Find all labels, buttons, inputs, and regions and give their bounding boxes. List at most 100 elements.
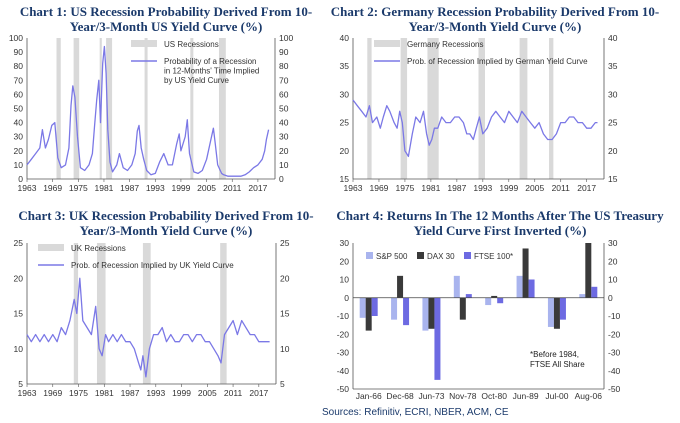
- chart1-ytick-left: 10: [14, 160, 24, 170]
- chart3-ytick-right: 20: [280, 273, 290, 283]
- chart3-recession-band: [73, 243, 79, 384]
- chart4-legend-label: FTSE 100*: [474, 252, 513, 261]
- chart2-ytick-left: 35: [340, 61, 350, 71]
- chart3-xtick-label: 1987: [121, 388, 140, 398]
- chart1-ytick-right: 60: [279, 89, 289, 99]
- chart1-legend-series-line: Probability of a Recession: [164, 57, 257, 66]
- chart4-ytick-right: 20: [608, 256, 618, 266]
- chart2-ytick-left: 40: [340, 33, 350, 43]
- chart1-ytick-right: 80: [279, 61, 289, 71]
- chart4-ytick-right: -50: [608, 384, 621, 394]
- chart4-bar-ftse-100-: [559, 297, 566, 320]
- chart3-ytick-left: 25: [14, 238, 24, 248]
- chart3-legend-series-label: Prob. of Recession Implied by UK Yield C…: [71, 261, 234, 270]
- chart2-ytick-right: 40: [608, 33, 618, 43]
- chart4-bar-s-p-500: [391, 297, 398, 320]
- chart4-ytick-left: 20: [340, 256, 350, 266]
- chart3-xtick-label: 2005: [198, 388, 217, 398]
- chart3-ytick-right: 10: [280, 344, 290, 354]
- chart4-legend-label: S&P 500: [376, 252, 408, 261]
- chart2-recession-band: [427, 38, 439, 179]
- chart4-category-label: Aug-06: [575, 391, 603, 401]
- chart1-xtick-label: 2005: [197, 183, 216, 193]
- chart1-ytick-right: 90: [279, 47, 289, 57]
- chart2-ytick-right: 20: [608, 146, 618, 156]
- chart1-xtick-label: 1963: [18, 183, 37, 193]
- chart1-ytick-left: 80: [14, 61, 24, 71]
- chart4-category-label: Jul-00: [545, 391, 568, 401]
- chart2-legend-series-line: Prob. of Recession Implied by German Yie…: [407, 57, 588, 66]
- chart4-bar-ftse-100-: [403, 297, 410, 326]
- chart3-xtick-label: 1993: [146, 388, 165, 398]
- chart3-ytick-left: 10: [14, 344, 24, 354]
- chart1-recession-band: [56, 38, 61, 179]
- chart3-ytick-left: 5: [18, 379, 23, 389]
- chart1-xtick-label: 1981: [95, 183, 114, 193]
- chart3-xtick-label: 1999: [172, 388, 191, 398]
- chart4-ytick-left: 0: [344, 293, 349, 303]
- chart4-ytick-left: -50: [337, 384, 350, 394]
- chart3-xtick-label: 1963: [18, 388, 37, 398]
- chart1-legend-series-label: Probability of a Recession in 12-Months' …: [164, 57, 259, 85]
- chart4-ytick-left: -10: [337, 311, 350, 321]
- chart2-recession-band: [549, 38, 554, 179]
- chart2-xtick-label: 1981: [421, 183, 440, 193]
- chart1-ytick-right: 70: [279, 75, 289, 85]
- chart4-bar-dax-30: [491, 295, 498, 298]
- chart3-legend-series-line: Prob. of Recession Implied by UK Yield C…: [71, 261, 234, 270]
- chart1-ytick-left: 30: [14, 132, 24, 142]
- chart2-xtick-label: 2005: [525, 183, 544, 193]
- chart4-ytick-left: -30: [337, 348, 350, 358]
- chart3-ytick-right: 25: [280, 238, 290, 248]
- chart1-ytick-right: 30: [279, 132, 289, 142]
- chart3-recession-band: [220, 243, 227, 384]
- chart2-series-line: [352, 99, 598, 158]
- chart2-xtick-label: 1993: [473, 183, 492, 193]
- chart4-bar-ftse-100-: [434, 297, 441, 380]
- chart3-ytick-left: 20: [14, 273, 24, 283]
- chart3-xtick-label: 2011: [224, 388, 243, 398]
- chart1-recession-band: [106, 38, 113, 179]
- chart4-bar-ftse-100-: [591, 286, 598, 298]
- chart4-note-line2: FTSE All Share: [530, 360, 585, 369]
- chart1-ytick-left: 0: [18, 174, 23, 184]
- chart4-legend-swatch: [366, 252, 373, 259]
- chart4-bar-ftse-100-: [465, 294, 472, 298]
- chart4-ytick-right: -10: [608, 311, 621, 321]
- chart3-series-line: [26, 277, 270, 378]
- chart2-title: Chart 2: Germany Recession Probability D…: [330, 4, 660, 34]
- chart4-bar-s-p-500: [579, 294, 586, 298]
- chart4-ytick-right: 0: [608, 293, 613, 303]
- chart4-bar-dax-30: [553, 297, 560, 329]
- chart2-legend-series-label: Prob. of Recession Implied by German Yie…: [407, 57, 588, 66]
- chart4-bar-ftse-100-: [371, 297, 378, 316]
- chart4-title: Chart 4: Returns In The 12 Months After …: [336, 208, 664, 238]
- chart1-ytick-left: 20: [14, 146, 24, 156]
- chart3-legend-recession-label: UK Recessions: [71, 244, 126, 253]
- chart1-ytick-left: 60: [14, 89, 24, 99]
- chart3-legend-recession-swatch: [38, 244, 64, 251]
- chart4-ytick-left: -20: [337, 329, 350, 339]
- chart1-legend-series-line: by US Yield Curve: [164, 76, 229, 85]
- chart2-recession-band: [478, 38, 485, 179]
- chart4-category-label: Nov-78: [449, 391, 477, 401]
- chart1-recession-band: [218, 38, 226, 179]
- chart3-recession-band: [96, 243, 106, 384]
- chart4-bar-dax-30: [522, 248, 529, 298]
- chart4-bar-s-p-500: [516, 275, 523, 298]
- chart4-bar-s-p-500: [485, 297, 492, 306]
- chart2-ytick-right: 30: [608, 89, 618, 99]
- chart3-ytick-right: 15: [280, 309, 290, 319]
- chart2-legend-recession-swatch: [374, 40, 400, 47]
- chart4-note-line1: *Before 1984,: [530, 350, 579, 359]
- chart4-ytick-right: -40: [608, 366, 621, 376]
- chart1-title: Chart 1: US Recession Probability Derive…: [19, 4, 313, 34]
- chart2-recession-band: [519, 38, 528, 179]
- chart1-xtick-label: 1987: [120, 183, 139, 193]
- chart1-ytick-right: 0: [279, 174, 284, 184]
- chart3-xtick-label: 1969: [43, 388, 62, 398]
- chart4-legend-swatch: [417, 252, 424, 259]
- chart2-ytick-right: 25: [608, 118, 618, 128]
- chart4-category-label: Jun-89: [513, 391, 539, 401]
- chart2-xtick-label: 1963: [344, 183, 363, 193]
